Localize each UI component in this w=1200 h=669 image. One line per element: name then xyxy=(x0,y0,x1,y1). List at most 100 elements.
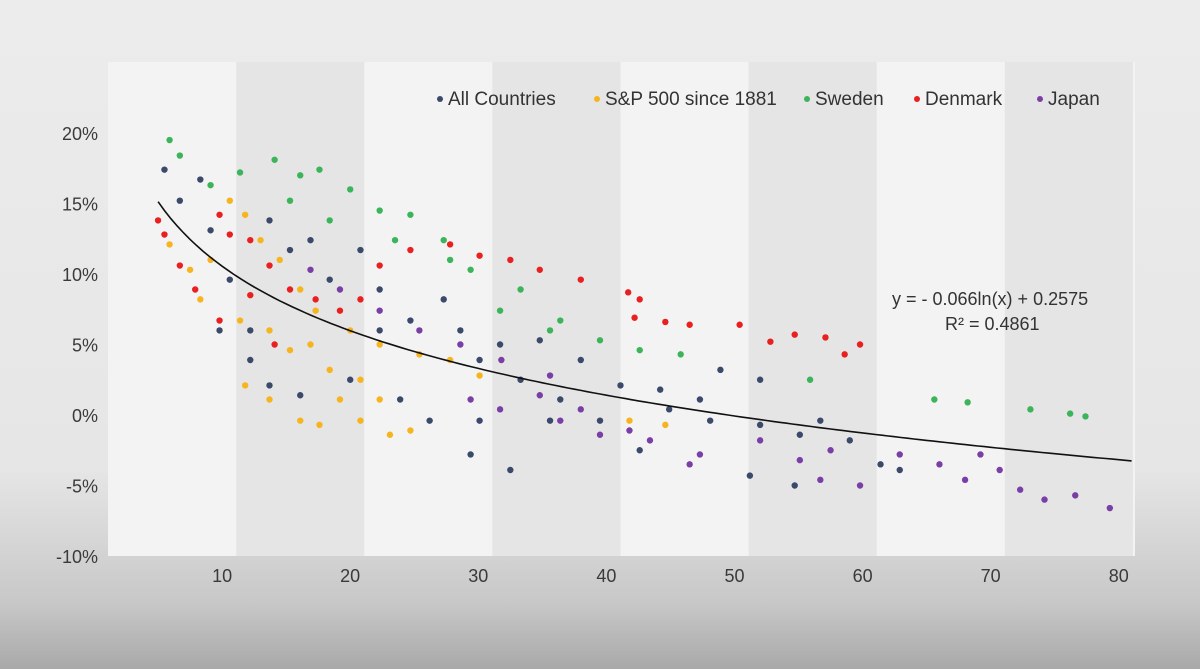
series-all-countries xyxy=(161,166,903,489)
data-point xyxy=(186,266,194,273)
data-point xyxy=(467,396,474,403)
data-point xyxy=(646,437,654,444)
data-point xyxy=(936,461,943,468)
data-point xyxy=(1066,410,1074,417)
data-point xyxy=(626,427,633,434)
plot-band xyxy=(492,62,621,556)
data-point xyxy=(297,172,304,179)
trendline-equation: y = - 0.066ln(x) + 0.2575 xyxy=(892,289,1088,309)
data-point xyxy=(197,176,204,183)
data-point xyxy=(1082,413,1089,420)
legend-label: All Countries xyxy=(448,89,556,110)
data-point xyxy=(376,396,383,403)
data-point xyxy=(577,276,584,283)
data-point xyxy=(467,451,474,458)
data-point xyxy=(1072,492,1079,499)
data-point xyxy=(536,266,543,273)
data-point xyxy=(961,476,969,484)
data-point xyxy=(266,217,273,224)
data-points xyxy=(154,136,1114,512)
data-point xyxy=(596,417,604,424)
data-point xyxy=(357,376,364,383)
data-point xyxy=(476,372,483,379)
data-point xyxy=(896,466,903,474)
series-denmark xyxy=(154,211,864,358)
data-point xyxy=(496,307,504,314)
data-point xyxy=(767,338,774,345)
legend-label: S&P 500 since 1881 xyxy=(605,89,777,110)
legend-marker xyxy=(914,96,920,102)
data-point xyxy=(756,437,764,444)
data-point xyxy=(226,276,233,283)
data-point xyxy=(336,286,344,293)
data-point xyxy=(546,417,554,424)
data-point xyxy=(517,286,524,293)
data-point xyxy=(266,382,273,389)
data-point xyxy=(686,321,693,328)
data-point xyxy=(216,317,223,324)
data-point xyxy=(476,252,483,259)
y-tick-label: 5% xyxy=(72,336,98,356)
data-point xyxy=(665,406,673,413)
data-point xyxy=(207,227,214,234)
data-point xyxy=(266,396,273,403)
legend-marker xyxy=(437,96,443,102)
data-point xyxy=(806,376,814,383)
data-point xyxy=(446,241,454,248)
data-point xyxy=(476,417,483,424)
data-point xyxy=(617,382,624,389)
data-point xyxy=(154,217,162,224)
plot-band xyxy=(1004,62,1133,556)
data-point xyxy=(507,256,514,264)
x-tick-label: 40 xyxy=(596,566,616,586)
data-point xyxy=(166,136,173,144)
data-point xyxy=(376,307,383,314)
x-tick-label: 80 xyxy=(1109,566,1129,586)
data-point xyxy=(226,197,233,204)
y-tick-label: -5% xyxy=(66,477,98,497)
data-point xyxy=(407,427,414,434)
data-point xyxy=(216,327,223,334)
data-point xyxy=(312,307,319,314)
data-point xyxy=(407,211,414,218)
data-point xyxy=(596,431,604,438)
data-point xyxy=(796,431,804,438)
data-point xyxy=(286,346,294,354)
data-point xyxy=(696,396,704,403)
data-point xyxy=(376,262,383,269)
data-point xyxy=(662,318,669,326)
x-tick-label: 20 xyxy=(340,566,360,586)
data-point xyxy=(856,482,864,489)
data-point xyxy=(856,341,864,348)
data-point xyxy=(247,236,254,244)
data-point xyxy=(496,341,504,348)
legend-label: Sweden xyxy=(815,89,884,110)
data-point xyxy=(426,417,433,424)
y-axis: 20% 15% 10% 5% 0% -5% -10% xyxy=(56,124,98,567)
data-point xyxy=(307,266,314,273)
data-point xyxy=(161,231,168,238)
data-point xyxy=(796,456,804,464)
data-point xyxy=(176,262,184,269)
data-point xyxy=(407,246,414,254)
data-point xyxy=(846,437,853,444)
data-point xyxy=(457,341,464,348)
data-point xyxy=(696,451,704,458)
data-point xyxy=(391,236,399,244)
data-point xyxy=(297,286,304,293)
data-point xyxy=(326,366,333,374)
data-point xyxy=(706,417,714,424)
x-tick-label: 50 xyxy=(724,566,744,586)
y-tick-label: 0% xyxy=(72,406,98,426)
r-squared: R² = 0.4861 xyxy=(945,314,1040,334)
data-point xyxy=(376,327,383,334)
data-point xyxy=(357,417,364,424)
data-point xyxy=(624,289,632,296)
data-point xyxy=(307,341,314,348)
data-point xyxy=(636,346,643,354)
data-point xyxy=(440,236,447,244)
data-point xyxy=(507,466,514,474)
data-point xyxy=(326,276,333,283)
x-tick-label: 70 xyxy=(981,566,1001,586)
data-point xyxy=(577,356,584,364)
